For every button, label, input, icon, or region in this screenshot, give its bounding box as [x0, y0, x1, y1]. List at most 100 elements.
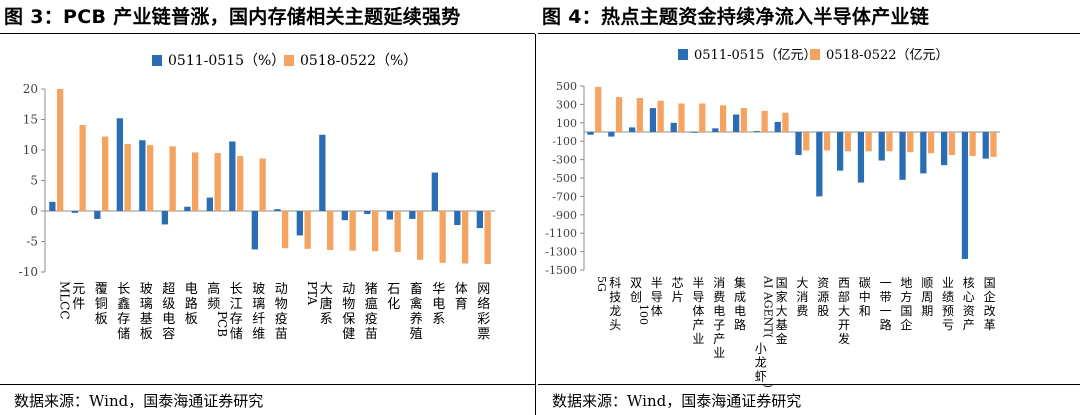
svg-text:科: 科	[609, 276, 621, 290]
legend-swatch-series1	[152, 55, 162, 66]
svg-text:璃: 璃	[140, 297, 153, 312]
bar-series1-超级电容	[161, 211, 168, 225]
bar-series1-玻璃纤维	[251, 211, 258, 250]
bar-series1-mlcc	[49, 201, 56, 211]
svg-text:鑫: 鑫	[117, 296, 130, 312]
svg-text:子: 子	[713, 318, 725, 332]
svg-text:网: 网	[477, 282, 490, 297]
svg-text:件: 件	[72, 297, 85, 312]
bar-series1-顺周期	[920, 132, 927, 174]
bar-series1-网络彩票	[476, 211, 483, 229]
y-tick-label: -1300	[545, 246, 577, 259]
svg-text:中: 中	[859, 289, 871, 304]
legend-swatch-series2	[810, 49, 820, 60]
bar-series2-长鑫存储	[124, 143, 131, 211]
panel-divider	[535, 34, 536, 415]
x-category-label-资源股: 资源股	[817, 276, 829, 318]
bar-series1-覆铜板	[94, 211, 101, 219]
svg-text:电: 电	[432, 297, 445, 312]
bar-series2-核心资产	[969, 132, 976, 156]
title-rule	[0, 33, 535, 34]
bar-series1-科技龙头	[608, 132, 615, 137]
legend-swatch-series1	[678, 49, 688, 60]
svg-text:大: 大	[776, 304, 788, 318]
svg-text:金: 金	[776, 331, 788, 346]
bar-series1-元件	[71, 211, 78, 213]
bar-series2-国企改革	[990, 132, 997, 157]
source-rule	[538, 384, 1080, 385]
svg-text:华: 华	[432, 282, 445, 297]
svg-text:体: 体	[455, 282, 468, 297]
bar-series1-玻璃基板	[139, 140, 146, 211]
svg-text:玻: 玻	[252, 282, 265, 297]
svg-text:系: 系	[320, 312, 333, 327]
bar-chart-fund-flows: -1500 -1300 -1100 -900 -700 -500 -300 -100 100 30…	[545, 48, 1000, 388]
svg-text:部: 部	[838, 289, 850, 304]
y-tick-label: 15	[23, 113, 38, 127]
svg-text:周: 周	[921, 290, 933, 304]
x-category-label-顺周期: 顺周期	[921, 276, 933, 318]
bar-series2-畜禽养殖	[417, 211, 424, 260]
figure-panel-left: 图 3：PCB 产业链普涨，国内存储相关主题延续强势 -10 -5 0 5 10 15 20…	[0, 0, 535, 415]
bar-series1-大唐系	[319, 134, 326, 211]
figure-title: 图 4：热点主题资金持续净流入半导体产业链	[542, 6, 930, 28]
svg-text:绩: 绩	[942, 290, 954, 304]
legend-label-series1: 0511-0515（亿元）	[694, 48, 817, 63]
svg-text:大: 大	[320, 282, 333, 297]
svg-text:地: 地	[900, 276, 912, 290]
svg-text:容: 容	[162, 326, 175, 342]
svg-text:和: 和	[859, 304, 871, 318]
x-category-label-mlcc: MLCC	[57, 281, 71, 319]
bar-series2-动物疫苗	[282, 211, 289, 249]
bar-series2-顺周期	[927, 132, 935, 154]
svg-text:畜: 畜	[410, 281, 423, 297]
bar-series2-体育	[462, 211, 469, 264]
svg-text:资: 资	[963, 304, 975, 318]
svg-text:心: 心	[963, 290, 975, 304]
svg-text:禽: 禽	[410, 296, 423, 312]
y-tick-label: 300	[556, 98, 577, 111]
svg-text:长: 长	[117, 282, 130, 297]
bar-series1-半导体	[649, 108, 657, 132]
bar-series1-pta	[296, 211, 303, 236]
bar-series2-猪瘟疫苗	[372, 211, 379, 252]
svg-text:消: 消	[713, 276, 725, 290]
svg-text:苗: 苗	[365, 327, 378, 342]
svg-text:龙: 龙	[755, 356, 767, 370]
x-category-label-大唐系: 大唐系	[320, 282, 333, 327]
svg-text:维: 维	[252, 327, 265, 342]
bar-series1-业绩预亏	[941, 132, 948, 166]
svg-text:苗: 苗	[275, 327, 288, 342]
x-category-label-碳中和: 碳中和	[859, 276, 871, 318]
svg-text:产: 产	[713, 332, 725, 346]
bar-series2-元件	[79, 124, 86, 211]
svg-text:物: 物	[342, 297, 355, 312]
svg-text:玻: 玻	[140, 282, 153, 297]
svg-text:企: 企	[984, 289, 996, 304]
svg-text:双: 双	[630, 276, 642, 290]
y-tick-label: 20	[23, 82, 38, 96]
bar-series1-国企改革	[982, 132, 989, 159]
figure-title: 图 3：PCB 产业链普涨，国内存储相关主题延续强势	[4, 6, 461, 28]
svg-text:电: 电	[162, 312, 175, 327]
svg-text:动: 动	[342, 282, 355, 297]
x-category-label-体育: 体育	[455, 282, 468, 312]
bar-series2-网络彩票	[484, 211, 491, 265]
svg-text:江: 江	[230, 297, 243, 312]
bar-series2-双创100	[636, 97, 643, 132]
svg-text:石: 石	[387, 282, 400, 297]
figure-panel-right: 图 4：热点主题资金持续净流入半导体产业链 -1500 -1300 -1100 -90…	[538, 0, 1080, 415]
bar-series2-石化	[394, 211, 401, 252]
bar-series2-动物保健	[349, 211, 356, 251]
svg-text:殖: 殖	[410, 326, 423, 342]
svg-text:带: 带	[880, 290, 892, 304]
x-category-label-ai-agent-小龙虾: AI AGENT(小龙虾)	[755, 275, 775, 388]
bar-series2-地方国企	[907, 132, 914, 153]
bar-series2-国家大基金	[782, 112, 789, 132]
svg-text:覆: 覆	[95, 282, 108, 297]
